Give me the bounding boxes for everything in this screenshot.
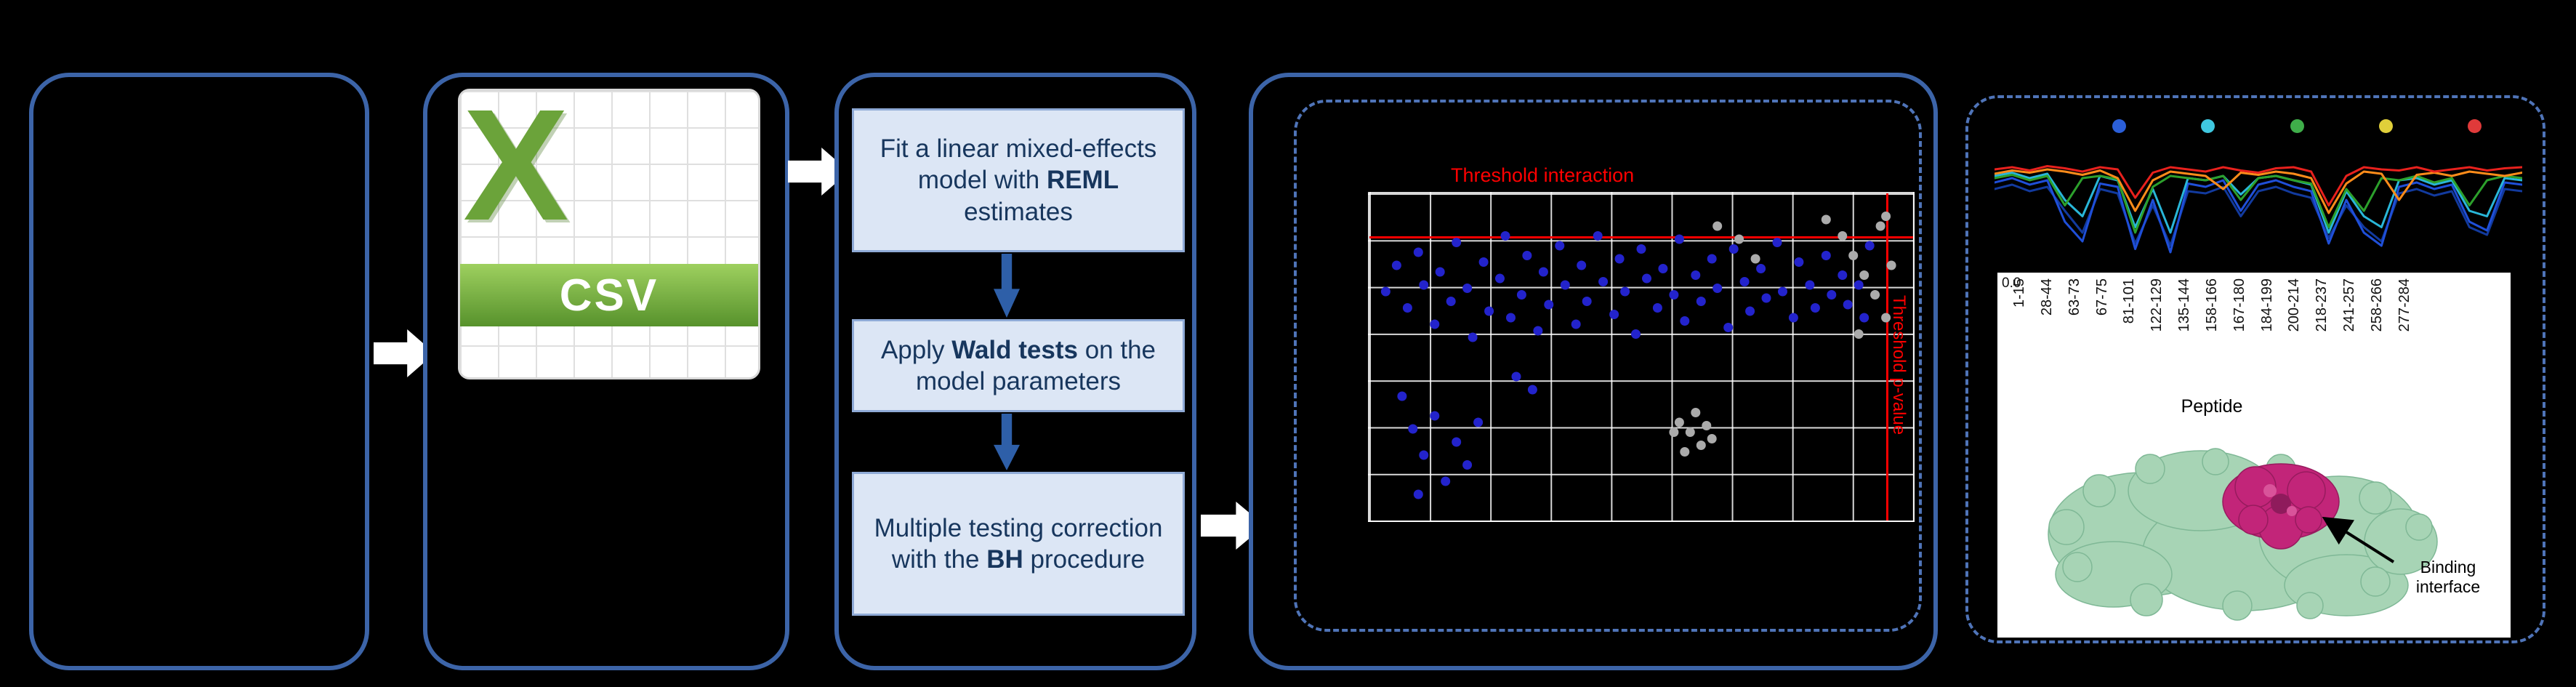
step1-text-bold: REML <box>1046 166 1119 195</box>
binding-interface-label: Binding interface <box>2415 558 2481 597</box>
volcano-plot: Threshold interaction Threshold p-value <box>1368 164 1915 522</box>
step2-text-post: on the model parameters <box>915 335 1156 395</box>
peptide-tick-label: 81-101 <box>2121 278 2138 324</box>
peptide-tick-labels: 1-15 28-44 63-73 67-75 81-101 122-129 135-144 1… <box>2011 278 2412 393</box>
series-dots-row <box>2112 118 2482 133</box>
volcano-dashed-frame <box>1294 100 1922 632</box>
threshold-interaction-line <box>1369 236 1913 238</box>
csv-file-icon: X CSV <box>458 89 760 379</box>
series-dot <box>2468 118 2482 133</box>
binding-interface-region <box>2222 463 2340 550</box>
series-dot <box>2378 118 2393 133</box>
protein-structure <box>2048 448 2438 621</box>
step-fit-model: Fit a linear mixed-effects model with RE… <box>852 108 1185 252</box>
step3-text-bold: BH <box>986 545 1023 574</box>
excel-x-logo: X <box>463 89 569 254</box>
step3-text-pre: Multiple testing correction with the <box>874 513 1163 574</box>
threshold-pvalue-label: Threshold p-value <box>1889 295 1909 435</box>
step-wald-tests: Apply Wald tests on the model parameters <box>852 319 1185 412</box>
pipeline-down-arrow-1 <box>994 254 1020 318</box>
threshold-interaction-label: Threshold interaction <box>1451 164 1635 186</box>
series-dot <box>2290 118 2304 133</box>
step2-text-bold: Wald tests <box>951 335 1078 364</box>
peptide-tick-label: 258-266 <box>2368 278 2385 332</box>
x-axis-title: Peptide <box>2181 396 2243 417</box>
profiles-panel: 0.0 1-15 28-44 63-73 67-75 81-101 122-129 135-… <box>1965 95 2545 643</box>
peptide-tick-label: 135-144 <box>2176 278 2193 332</box>
deuteration-profile-chart <box>1995 165 2522 254</box>
peptide-tick-label: 218-237 <box>2314 278 2330 332</box>
peptide-tick-label: 67-75 <box>2093 278 2110 316</box>
csv-panel: X CSV <box>423 73 789 670</box>
series-dot <box>2201 118 2215 133</box>
peptide-tick-label: 167-180 <box>2231 278 2247 332</box>
step2-text-pre: Apply <box>880 335 952 364</box>
csv-banner: CSV <box>460 264 758 326</box>
peptide-tick-label: 28-44 <box>2038 278 2055 316</box>
peptide-tick-label: 200-214 <box>2286 278 2303 332</box>
peptide-tick-label: 277-284 <box>2396 278 2412 332</box>
peptide-tick-label: 63-73 <box>2066 278 2082 316</box>
step-bh-correction: Multiple testing correction with the BH … <box>852 472 1185 616</box>
threshold-pvalue-line <box>1885 193 1888 521</box>
spreadsheet-grid <box>460 91 758 377</box>
scatter-points <box>1380 212 1896 499</box>
step3-text-post: procedure <box>1023 545 1146 574</box>
peptide-tick-label: 1-15 <box>2011 278 2027 308</box>
series-dot <box>2112 118 2126 133</box>
peptide-tick-label: 158-166 <box>2203 278 2220 332</box>
pipeline-down-arrow-2 <box>994 414 1020 470</box>
stats-pipeline-panel: Fit a linear mixed-effects model with RE… <box>834 73 1196 670</box>
peptide-tick-label: 184-199 <box>2258 278 2275 332</box>
peptide-tick-label: 122-129 <box>2149 278 2165 332</box>
step1-text-pre: Fit a linear mixed-effects model with <box>880 134 1157 195</box>
binding-interface-arrow <box>2322 516 2395 563</box>
volcano-panel: Threshold interaction Threshold p-value <box>1249 73 1938 670</box>
input-data-panel <box>29 73 369 670</box>
peptide-axis-panel: 0.0 1-15 28-44 63-73 67-75 81-101 122-129 135-… <box>1997 273 2511 638</box>
peptide-tick-label: 241-257 <box>2341 278 2358 332</box>
step1-text-post: estimates <box>964 197 1073 226</box>
csv-format-label: CSV <box>559 270 659 321</box>
y-axis-tick: 0.0 <box>2002 276 2021 291</box>
